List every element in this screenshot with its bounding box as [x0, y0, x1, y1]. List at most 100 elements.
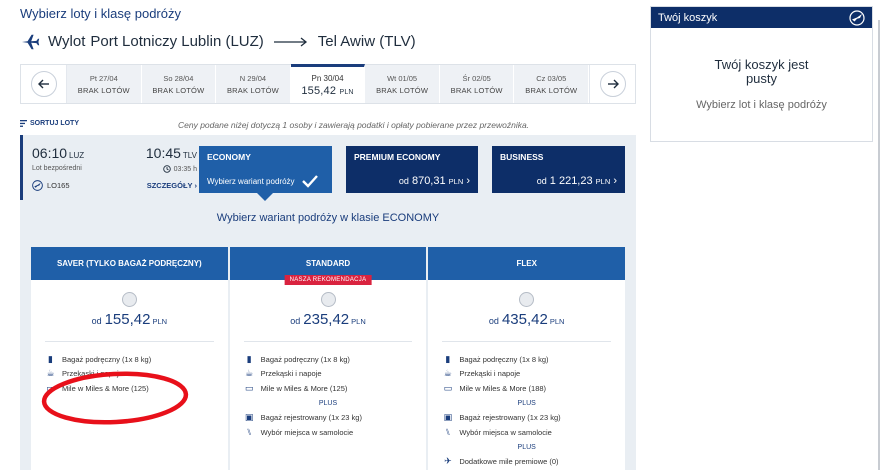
cart-empty-message: Twój koszyk jest pusty — [714, 57, 809, 86]
variant-title: Wybierz wariant podróży w klasie ECONOMY — [216, 212, 440, 224]
page-scrollbar[interactable] — [878, 20, 880, 470]
divider — [442, 341, 612, 342]
cart-hint: Wybierz lot i klasę podróży — [696, 99, 827, 111]
checkmark-icon — [301, 175, 318, 188]
next-dates-button[interactable] — [589, 65, 635, 103]
departure-time: 06:10 LUZ — [32, 145, 85, 161]
cabin-name: ECONOMY — [207, 152, 251, 162]
snacks-icon: ☕ — [46, 368, 55, 379]
destination-airport: Tel Awiw (TLV) — [317, 33, 416, 50]
date-tab-27-04[interactable]: Pt 27/04 BRAK LOTÓW — [67, 65, 142, 103]
airplane-icon — [22, 34, 40, 49]
date-label: N 29/04 — [239, 73, 267, 83]
feature-checked-bag: ▣ Bagaż rejestrowany (1x 23 kg) — [244, 412, 362, 423]
selected-flight-indicator — [20, 135, 23, 200]
date-selector: Pt 27/04 BRAK LOTÓW So 28/04 BRAK LOTÓW … — [20, 64, 636, 104]
date-tab-01-05[interactable]: Wt 01/05 BRAK LOTÓW — [365, 65, 440, 103]
cabin-subtitle: Wybierz wariant podróży — [207, 174, 324, 188]
cart-title: Twój koszyk — [658, 11, 718, 24]
fare-radio-saver[interactable] — [121, 292, 137, 307]
fare-options: SAVER (TYLKO BAGAŻ PODRĘCZNY) od 155,42 PL… — [31, 247, 626, 470]
seat-icon: ⑊ — [246, 427, 252, 438]
luggage-icon: ▣ — [244, 412, 254, 423]
feature-snacks: ☕ Przekąski i napoje — [46, 368, 123, 379]
date-price: BRAK LOTÓW — [226, 85, 279, 95]
plus-label: PLUS — [318, 399, 338, 407]
flight-duration: 03:35 h — [162, 165, 197, 173]
flight-details-link[interactable]: SZCZEGÓŁY › — [146, 181, 197, 190]
price-note: Ceny podane niżej dotyczą 1 osoby i zawi… — [178, 120, 530, 130]
cabin-name: BUSINESS — [500, 152, 544, 162]
fare-header: FLEX — [428, 247, 626, 280]
miles-card-icon: ▭ — [46, 382, 55, 393]
date-price: 155,42 PLN — [301, 84, 354, 97]
departure-prefix: Wylot — [48, 33, 86, 50]
previous-dates-button[interactable] — [21, 65, 67, 103]
fare-flex[interactable]: FLEX od 435,42 PLN ▮ Bagaż podręczny (1x 8 … — [428, 247, 626, 470]
cabin-price: od 870,31 PLN › — [398, 175, 470, 187]
cabin-business[interactable]: BUSINESS od 1 221,23 PLN › — [492, 146, 625, 193]
feature-snacks: ☕ Przekąski i napoje — [443, 368, 521, 379]
flight-number: LO165 — [32, 180, 70, 191]
date-tab-28-04[interactable]: So 28/04 BRAK LOTÓW — [141, 65, 217, 103]
fare-header: SAVER (TYLKO BAGAŻ PODRĘCZNY) — [31, 247, 228, 280]
date-price: BRAK LOTÓW — [77, 85, 130, 95]
date-price: BRAK LOTÓW — [376, 85, 429, 95]
date-label: So 28/04 — [163, 73, 194, 83]
cabin-name: PREMIUM ECONOMY — [354, 152, 441, 162]
feature-checked-bag: ▣ Bagaż rejestrowany (1x 23 kg) — [443, 412, 561, 423]
feature-miles: ▭ Mile w Miles & More (125) — [244, 382, 348, 393]
feature-cabin-bag: ▮ Bagaż podręczny (1x 8 kg) — [442, 352, 625, 367]
feature-cabin-bag: ▮ Bagaż podręczny (1x 8 kg) — [45, 352, 228, 367]
lot-logo-icon — [32, 180, 43, 191]
date-price: BRAK LOTÓW — [525, 85, 578, 95]
divider — [45, 341, 214, 342]
fare-price: od 435,42 PLN — [488, 311, 565, 328]
flight-type: Lot bezpośredni — [32, 165, 82, 172]
date-label: Śr 02/05 — [462, 73, 491, 83]
date-price: BRAK LOTÓW — [450, 85, 503, 95]
page-title: Wybierz loty i klasę podróży — [20, 6, 181, 21]
cart-header: Twój koszyk — [651, 7, 872, 28]
seat-icon: ⑊ — [445, 427, 451, 438]
luggage-icon: ▣ — [443, 412, 453, 423]
sort-label: SORTUJ LOTY — [30, 120, 80, 127]
date-price: BRAK LOTÓW — [152, 85, 205, 95]
feature-cabin-bag: ▮ Bagaż podręczny (1x 8 kg) — [244, 352, 427, 367]
fare-radio-standard[interactable] — [320, 292, 336, 307]
origin-airport: Port Lotniczy Lublin (LUZ) — [90, 33, 264, 50]
snacks-icon: ☕ — [245, 368, 254, 379]
fare-standard[interactable]: STANDARD NASZA REKOMENDACJA od 235,42 PLN … — [229, 247, 427, 470]
date-tab-29-04[interactable]: N 29/04 BRAK LOTÓW — [216, 65, 291, 103]
cabin-economy-selected[interactable]: ECONOMY Wybierz wariant podróży — [199, 146, 332, 201]
fare-price: od 155,42 PLN — [91, 311, 168, 328]
fare-header: STANDARD — [229, 247, 427, 280]
date-tab-30-04-selected[interactable]: Pn 30/04 155,42 PLN — [290, 64, 366, 103]
date-label: Wt 01/05 — [387, 73, 418, 83]
feature-snacks: ☕ Przekąski i napoje — [245, 368, 322, 379]
sort-flights-button[interactable]: SORTUJ LOTY — [20, 120, 79, 127]
shopping-cart: Twój koszyk Twój koszyk jest pusty Wybie… — [650, 6, 873, 142]
suitcase-icon: ▮ — [48, 353, 53, 364]
arrow-left-icon — [37, 79, 49, 89]
fare-saver[interactable]: SAVER (TYLKO BAGAŻ PODRĘCZNY) od 155,42 PL… — [31, 247, 228, 470]
arrow-right-icon — [273, 36, 307, 47]
divider — [243, 341, 413, 342]
cabin-premium-economy[interactable]: PREMIUM ECONOMY od 870,31 PLN › — [346, 146, 478, 193]
miles-card-icon: ▭ — [443, 382, 453, 393]
feature-seat-selection: ⑊ Wybór miejsca w samolocie — [244, 425, 427, 440]
date-tab-03-05[interactable]: Cz 03/05 BRAK LOTÓW — [514, 65, 590, 103]
miles-card-icon: ▭ — [244, 382, 254, 393]
flight-result-panel: 06:10 LUZ 10:45 TLV Lot bezpośredni 03:35 … — [20, 135, 636, 470]
fare-radio-flex[interactable] — [519, 292, 535, 307]
feature-miles: ▭ Mile w Miles & More (125) — [46, 382, 149, 393]
feature-miles: ▭ Mile w Miles & More (188) — [443, 382, 547, 393]
date-label: Cz 03/05 — [536, 73, 567, 83]
recommendation-badge: NASZA REKOMENDACJA — [284, 275, 372, 285]
feature-seat-selection: ⑊ Wybór miejsca w samolocie — [442, 425, 625, 440]
plus-label: PLUS — [517, 399, 536, 407]
date-label: Pt 27/04 — [89, 73, 118, 83]
lot-logo-icon — [849, 9, 865, 26]
snacks-icon: ☕ — [443, 368, 452, 379]
date-tab-02-05[interactable]: Śr 02/05 BRAK LOTÓW — [439, 65, 515, 103]
